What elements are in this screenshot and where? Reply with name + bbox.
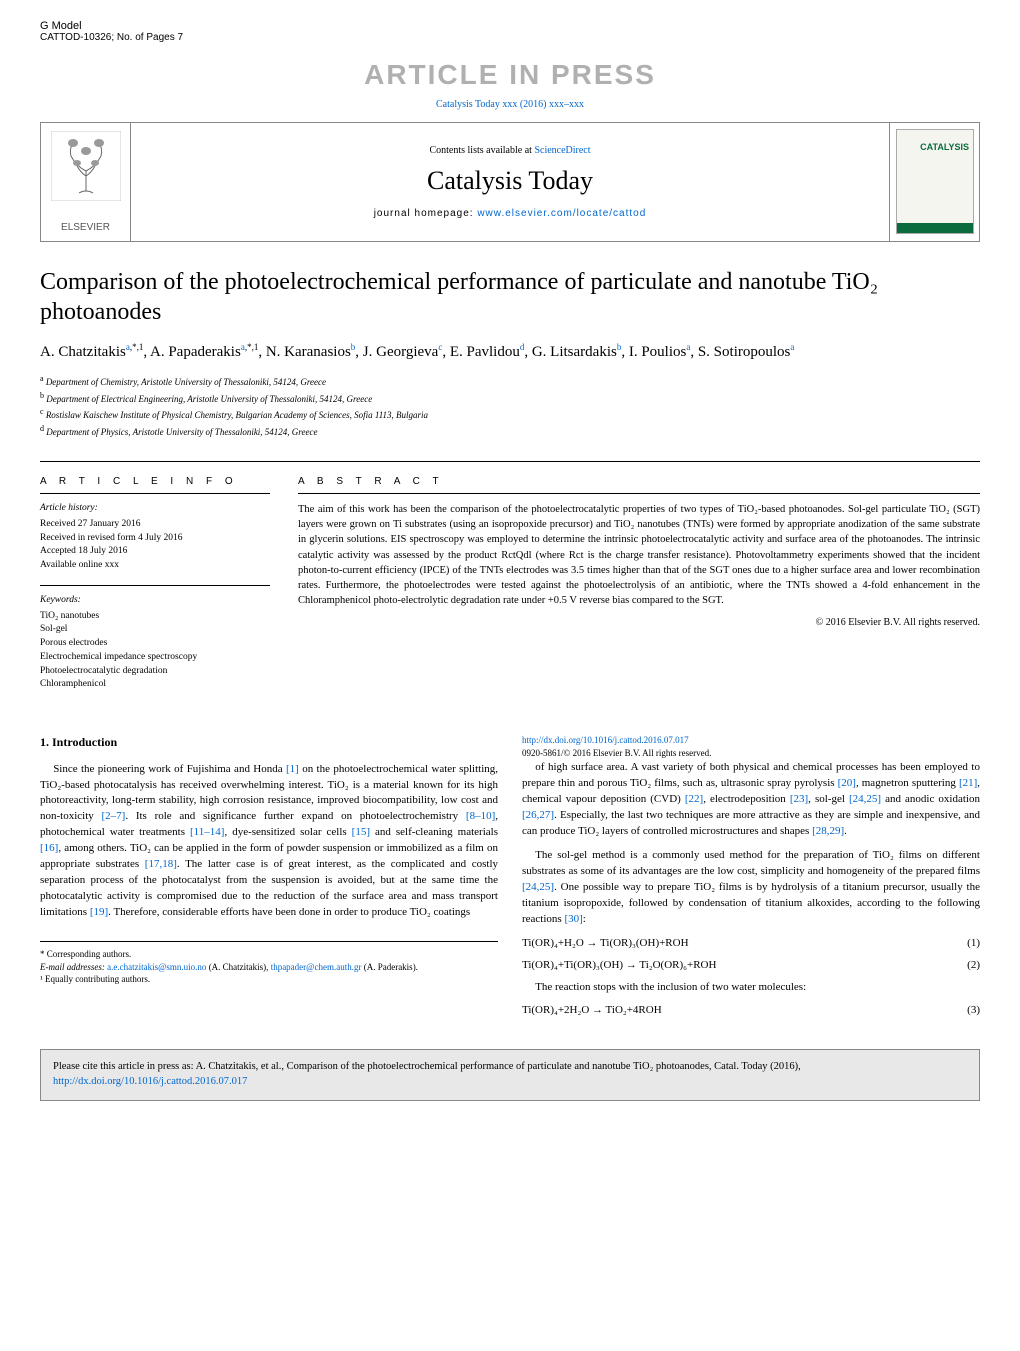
- doi-block: http://dx.doi.org/10.1016/j.cattod.2016.…: [522, 734, 980, 760]
- equation-1: Ti(OR)₄+H₂O → Ti(OR)₃(OH)+ROH (1): [522, 936, 980, 952]
- article-history-block: Article history: Received 27 January 201…: [40, 502, 270, 573]
- equation-2-number: (2): [967, 958, 980, 974]
- model-id-block: G Model CATTOD-10326; No. of Pages 7: [40, 20, 183, 43]
- doi-link[interactable]: http://dx.doi.org/10.1016/j.cattod.2016.…: [522, 735, 689, 745]
- abstract-column: a b s t r a c t The aim of this work has…: [298, 476, 980, 704]
- header-bar: G Model CATTOD-10326; No. of Pages 7: [40, 20, 980, 43]
- history-label: Article history:: [40, 502, 270, 516]
- homepage-link[interactable]: www.elsevier.com/locate/cattod: [477, 208, 646, 219]
- history-item: Received 27 January 2016: [40, 518, 270, 532]
- top-citation-line: Catalysis Today xxx (2016) xxx–xxx: [40, 99, 980, 110]
- emails-line: E-mail addresses: a.e.chatzitakis@smn.ui…: [40, 961, 498, 974]
- equation-1-number: (1): [967, 936, 980, 952]
- keyword-item: Electrochemical impedance spectroscopy: [40, 651, 270, 665]
- equal-contrib-note: ¹ Equally contributing authors.: [40, 973, 498, 986]
- equation-3: Ti(OR)₄+2H₂O → TiO₂+4ROH (3): [522, 1003, 980, 1019]
- history-item: Received in revised form 4 July 2016: [40, 532, 270, 546]
- equation-3-number: (3): [967, 1003, 980, 1019]
- cover-thumbnail-cell: CATALYSIS: [889, 123, 979, 241]
- equation-2: Ti(OR)₄+Ti(OR)₃(OH) → Ti₂O(OR)₆+ROH (2): [522, 958, 980, 974]
- author-list: A. Chatzitakisa,*,1, A. Papaderakisa,*,1…: [40, 341, 980, 363]
- contents-available-line: Contents lists available at ScienceDirec…: [141, 145, 879, 156]
- equation-2-body: Ti(OR)₄+Ti(OR)₃(OH) → Ti₂O(OR)₆+ROH: [522, 958, 716, 974]
- history-item: Accepted 18 July 2016: [40, 545, 270, 559]
- issn-copyright-line: 0920-5861/© 2016 Elsevier B.V. All right…: [522, 748, 711, 758]
- in-press-text: ARTICLE IN PRESS: [364, 59, 656, 90]
- journal-homepage-line: journal homepage: www.elsevier.com/locat…: [141, 208, 879, 219]
- article-title: Comparison of the photoelectrochemical p…: [40, 267, 980, 327]
- email-1-who: (A. Chatzitakis),: [206, 962, 270, 972]
- g-model-label: G Model: [40, 20, 183, 32]
- abstract-text: The aim of this work has been the compar…: [298, 502, 980, 609]
- affiliation-item: c Rostislaw Kaischew Institute of Physic…: [40, 406, 980, 423]
- section-1-heading: 1. Introduction: [40, 734, 498, 751]
- keywords-list: TiO₂ nanotubesSol-gelPorous electrodesEl…: [40, 610, 270, 693]
- elsevier-tree-icon: [51, 131, 121, 201]
- article-info-left: a r t i c l e i n f o Article history: R…: [40, 476, 270, 704]
- cover-title-text: CATALYSIS: [920, 142, 969, 152]
- article-info-heading: a r t i c l e i n f o: [40, 476, 270, 494]
- contents-prefix: Contents lists available at: [429, 145, 534, 156]
- email-2-link[interactable]: thpapader@chem.auth.gr: [271, 962, 362, 972]
- homepage-prefix: journal homepage:: [374, 208, 478, 219]
- keyword-item: Sol-gel: [40, 623, 270, 637]
- publisher-logo-cell: ELSEVIER: [41, 123, 131, 241]
- journal-title: Catalysis Today: [141, 166, 879, 196]
- abstract-copyright: © 2016 Elsevier B.V. All rights reserved…: [298, 617, 980, 628]
- body-two-column: 1. Introduction Since the pioneering wor…: [40, 734, 980, 1019]
- doc-id: CATTOD-10326; No. of Pages 7: [40, 32, 183, 43]
- equation-3-body: Ti(OR)₄+2H₂O → TiO₂+4ROH: [522, 1003, 662, 1019]
- history-list: Received 27 January 2016Received in revi…: [40, 518, 270, 573]
- publisher-name: ELSEVIER: [49, 222, 122, 233]
- affiliation-item: d Department of Physics, Aristotle Unive…: [40, 423, 980, 440]
- affiliation-item: b Department of Electrical Engineering, …: [40, 390, 980, 407]
- sciencedirect-link[interactable]: ScienceDirect: [534, 145, 590, 156]
- corresponding-note: * Corresponding authors.: [40, 948, 498, 961]
- abstract-heading: a b s t r a c t: [298, 476, 980, 494]
- cover-strip: [897, 223, 973, 233]
- keywords-label: Keywords:: [40, 594, 270, 608]
- intro-paragraph-1: Since the pioneering work of Fujishima a…: [40, 762, 498, 921]
- journal-header: ELSEVIER Contents lists available at Sci…: [40, 122, 980, 242]
- equation-1-body: Ti(OR)₄+H₂O → Ti(OR)₃(OH)+ROH: [522, 936, 689, 952]
- in-press-banner: ARTICLE IN PRESS: [40, 51, 980, 99]
- keyword-item: Photoelectrocatalytic degradation: [40, 665, 270, 679]
- cover-thumbnail: CATALYSIS: [896, 129, 974, 234]
- keyword-item: Porous electrodes: [40, 637, 270, 651]
- keyword-item: TiO₂ nanotubes: [40, 610, 270, 624]
- email-1-link[interactable]: a.e.chatzitakis@smn.uio.no: [107, 962, 206, 972]
- top-citation-link[interactable]: Catalysis Today xxx (2016) xxx–xxx: [436, 99, 584, 110]
- info-divider: [40, 585, 270, 586]
- emails-label: E-mail addresses:: [40, 962, 107, 972]
- affiliation-list: a Department of Chemistry, Aristotle Uni…: [40, 373, 980, 439]
- intro-paragraph-4: The reaction stops with the inclusion of…: [522, 980, 980, 996]
- article-info-row: a r t i c l e i n f o Article history: R…: [40, 461, 980, 704]
- affiliation-item: a Department of Chemistry, Aristotle Uni…: [40, 373, 980, 390]
- keyword-item: Chloramphenicol: [40, 678, 270, 692]
- journal-header-middle: Contents lists available at ScienceDirec…: [131, 123, 889, 241]
- footnotes-block: * Corresponding authors. E-mail addresse…: [40, 941, 498, 986]
- intro-paragraph-3: The sol-gel method is a commonly used me…: [522, 848, 980, 928]
- keywords-block: Keywords: TiO₂ nanotubesSol-gelPorous el…: [40, 594, 270, 692]
- history-item: Available online xxx: [40, 559, 270, 573]
- intro-paragraph-2: of high surface area. A vast variety of …: [522, 760, 980, 840]
- email-2-who: (A. Paderakis).: [361, 962, 417, 972]
- cite-in-press-box: Please cite this article in press as: A.…: [40, 1049, 980, 1100]
